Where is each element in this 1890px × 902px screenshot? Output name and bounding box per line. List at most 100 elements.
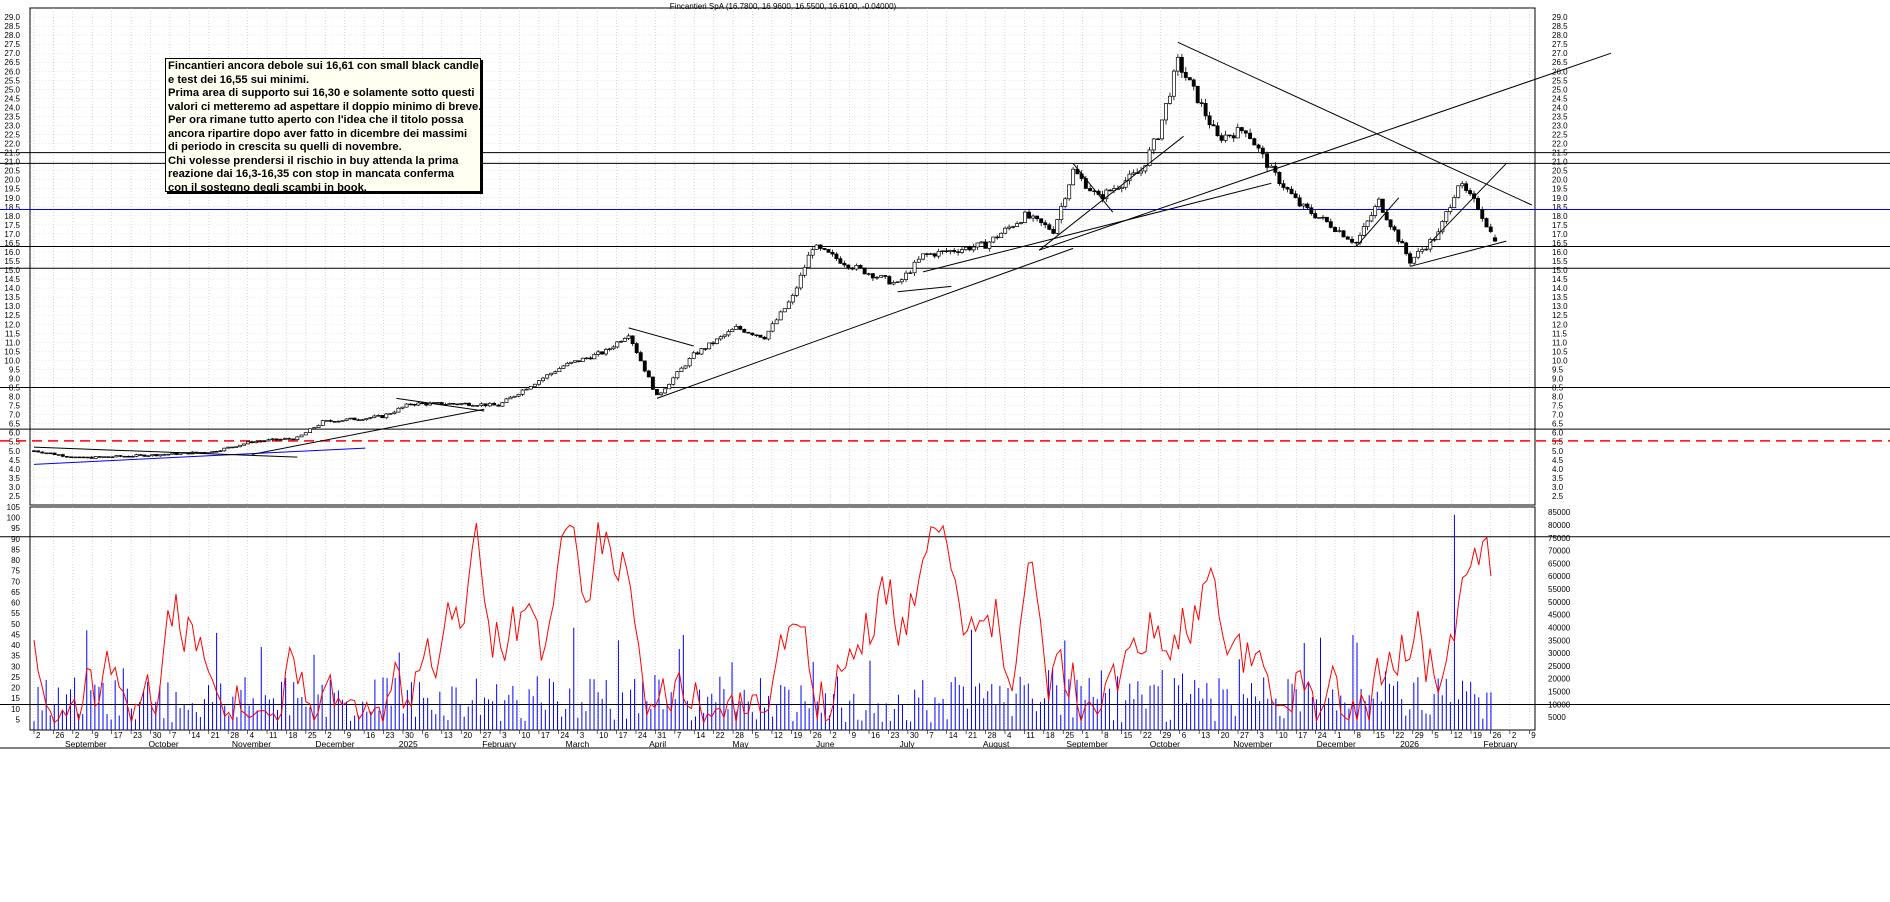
candle-body [1168,95,1172,104]
candle-body [459,403,464,405]
candle-body [1183,72,1188,78]
note-line: Chi volesse prendersi il rischio in buy … [168,154,459,167]
candle-body [81,456,86,459]
candle-body [834,253,839,260]
x-day-label: 2 [832,731,837,740]
x-month-label: May [733,739,750,749]
candle-body [687,358,692,367]
candle-body [178,452,183,455]
candle-body [1239,127,1244,132]
candle-body [420,402,425,405]
candle-body [770,323,775,332]
candle-body [479,403,484,406]
candle-body [158,454,163,457]
price-y-label-left: 11.5 [5,329,21,338]
candle-body [1164,103,1168,121]
price-y-label-right: 16.0 [1552,248,1568,257]
candle-body [987,241,992,249]
candle-body [97,456,102,458]
candle-body [1440,221,1445,233]
price-y-label-left: 5.5 [9,438,21,447]
candle-body [778,311,783,321]
price-y-label-left: 9.0 [9,374,21,383]
candle-body [899,279,904,283]
x-day-label: 26 [1492,731,1501,740]
candle-body [320,420,325,426]
candle-body [814,244,819,250]
candle-body [316,425,321,428]
candle-body [392,411,397,414]
candle-body [146,455,151,457]
candle-body [536,380,541,385]
candle-body [1003,227,1008,234]
candle-body [360,419,365,421]
osc-y-label: 60 [11,599,20,608]
price-y-label-right: 6.0 [1552,429,1564,438]
candle-body [619,341,623,343]
price-y-label-left: 15.5 [4,257,20,266]
candle-body [1488,226,1493,232]
candle-body [340,420,345,422]
candle-body [1392,226,1397,231]
candle-body [278,438,283,441]
candle-body [93,456,98,459]
candle-body [960,249,964,253]
candle-body [56,454,61,456]
candle-body [925,253,929,255]
candle-body [615,341,620,348]
candle-body [283,438,287,440]
candle-body [858,264,863,269]
candle-body [1333,227,1337,232]
candle-body [238,444,243,448]
price-y-label-right: 16.5 [1552,239,1568,248]
note-line: e test dei 16,55 sui minimi. [168,73,310,86]
candle-body [944,250,949,252]
candle-body [1420,249,1425,252]
volume-y-label: 40000 [1548,623,1571,632]
candle-body [162,454,167,456]
candle-body [883,275,888,277]
candle-body [142,454,147,457]
x-month-label: November [232,739,271,749]
candle-body [975,242,980,248]
price-y-label-right: 19.0 [1552,194,1568,203]
note-line: Fincantieri ancora debole sui 16,61 con … [168,60,479,72]
candle-body [663,388,668,394]
price-y-label-right: 17.5 [1552,221,1568,230]
x-month-label: February [1484,739,1519,749]
candle-body [887,276,892,285]
price-y-label-right: 28.0 [1552,31,1568,40]
candle-body [1416,250,1421,258]
candle-body [862,267,867,275]
x-day-label: 8 [1104,731,1109,740]
candle-body [1373,206,1378,216]
candle-body [952,250,957,253]
price-y-label-left: 4.0 [9,465,21,474]
candle-body [1301,203,1306,207]
price-y-label-left: 21.0 [4,158,20,167]
candle-body [1191,79,1196,87]
x-day-label: 13 [444,731,453,740]
price-y-label-left: 22.5 [4,131,20,140]
price-y-label-left: 4.5 [9,456,21,465]
candle-body [786,301,791,309]
candle-body [904,272,909,280]
price-y-label-left: 19.5 [4,185,20,194]
osc-y-label: 55 [11,609,20,618]
osc-y-label: 45 [11,630,20,639]
price-y-label-right: 27.5 [1552,40,1568,49]
candle-body [222,447,227,452]
candle-body [921,253,926,260]
candle-body [1337,230,1342,232]
price-y-label-right: 10.5 [1552,347,1568,356]
x-day-label: 20 [463,731,472,740]
candle-body [722,334,727,338]
x-day-label: 11 [1026,731,1035,740]
candle-body [36,450,41,453]
x-day-label: 23 [890,731,899,740]
candle-body [603,349,608,355]
candle-body [356,419,361,421]
candle-body [492,402,497,406]
candle-body [1428,239,1433,250]
candle-body [1035,215,1040,220]
